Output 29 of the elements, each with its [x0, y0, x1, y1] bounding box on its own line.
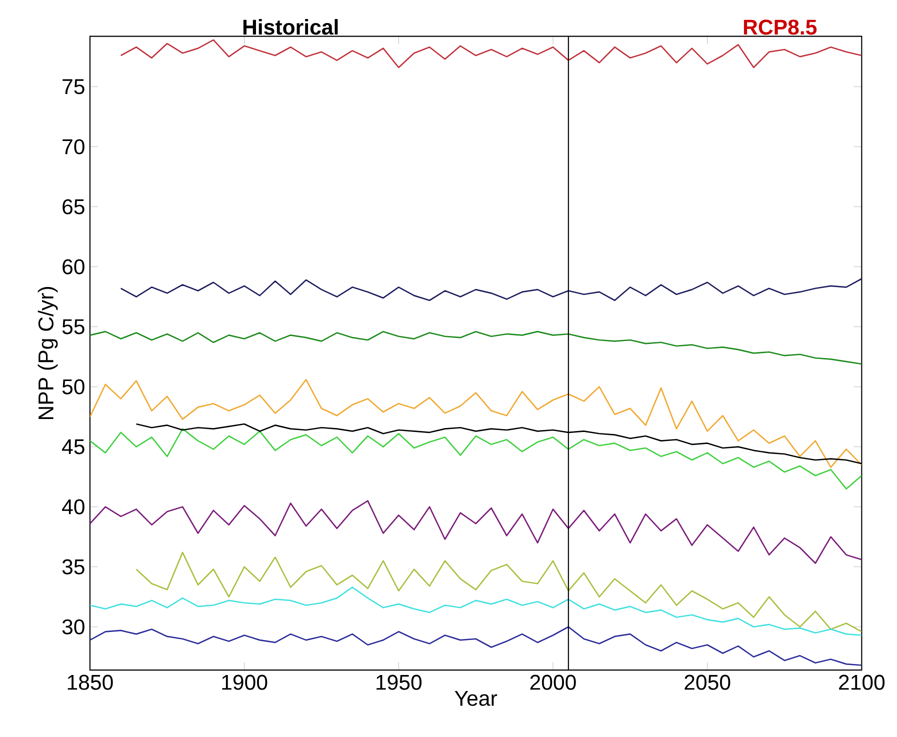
y-tick-label: 75	[62, 79, 84, 94]
line-series	[90, 586, 862, 636]
line-series	[90, 500, 862, 564]
y-tick-label: 60	[62, 259, 84, 274]
x-tick-label: 2000	[530, 674, 576, 690]
y-tick-label: 65	[62, 199, 84, 214]
y-tick-label: 70	[62, 139, 84, 154]
text: RCP8.5	[744, 20, 817, 35]
y-tick-label: 35	[62, 559, 84, 574]
x-axis-title: Year	[454, 691, 498, 706]
y-tick-label: 50	[62, 379, 84, 394]
x-tick-label: 2050	[684, 674, 730, 690]
x-tick-label: 1900	[222, 674, 268, 690]
line-series	[90, 330, 862, 365]
x-tick-label: 2100	[839, 674, 885, 690]
y-tick-label: 30	[62, 619, 84, 634]
line-series	[90, 428, 862, 490]
y-tick-label: 45	[62, 439, 84, 454]
y-axis-title: NPP (Pg C/yr)	[38, 286, 58, 419]
x-tick-label: 1850	[68, 674, 113, 690]
y-tick-label: 55	[62, 319, 84, 334]
line-series	[136, 552, 862, 632]
y-tick-label: 40	[62, 499, 84, 514]
line-series	[90, 626, 862, 666]
text: Historical	[243, 19, 338, 35]
line-series	[120, 39, 862, 68]
x-tick-label: 1950	[376, 674, 422, 690]
line-series	[120, 278, 862, 302]
line-series	[90, 378, 862, 468]
